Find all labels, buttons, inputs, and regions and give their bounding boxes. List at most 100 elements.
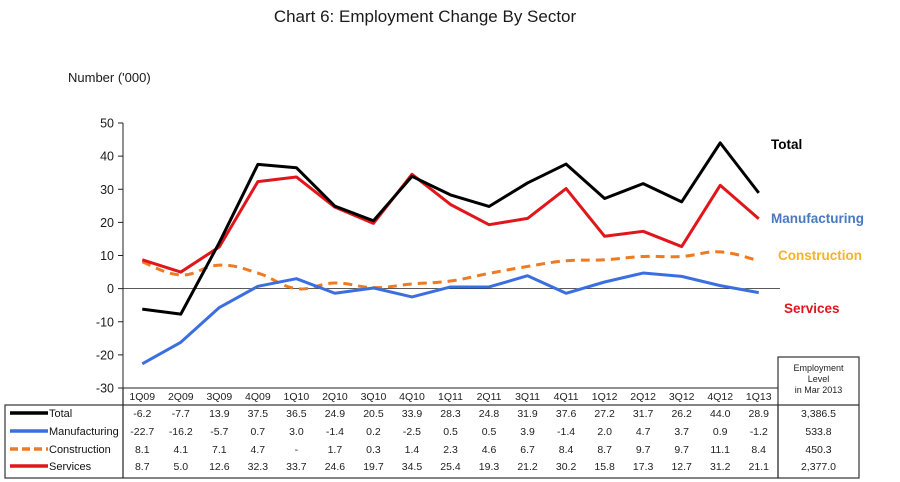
table-cell: - (295, 444, 299, 456)
table-row-label: Total (49, 408, 72, 420)
y-axis-label: Number ('000) (68, 70, 151, 85)
table-cell: 5.0 (173, 461, 188, 473)
table-cell: -5.7 (210, 426, 228, 438)
table-cell: 19.3 (479, 461, 500, 473)
x-tick-label: 3Q10 (361, 391, 387, 403)
table-cell: 24.8 (479, 408, 500, 420)
table-cell: 6.7 (520, 444, 535, 456)
table-cell: 4.1 (173, 444, 188, 456)
series-labels: Total Manufacturing Construction Services (771, 137, 864, 316)
table-row-label: Manufacturing (49, 426, 119, 438)
x-tick-label: 4Q09 (245, 391, 271, 403)
table-cell: 3.9 (520, 426, 535, 438)
table-cell: 27.2 (594, 408, 615, 420)
x-tick-label: 2Q09 (168, 391, 194, 403)
series-line-services (141, 172, 760, 274)
data-table: 1Q09 2Q09 3Q09 4Q09 1Q10 2Q10 3Q10 4Q10 1Q11 2Q11… (4, 356, 860, 479)
table-cell: 44.0 (710, 408, 731, 420)
table-cell: 24.9 (325, 408, 346, 420)
table-cell: 8.7 (135, 461, 150, 473)
y-tick-label: 40 (100, 150, 114, 164)
table-cell: 9.7 (674, 444, 689, 456)
x-tick-label: 1Q11 (438, 391, 463, 403)
x-tick-label: 4Q12 (707, 391, 733, 403)
table-cell: 0.2 (366, 426, 381, 438)
table-cell: 15.8 (594, 461, 615, 473)
table-cell: 1.4 (405, 444, 420, 456)
table-cell: 8.1 (135, 444, 150, 456)
series-label-total: Total (771, 137, 802, 152)
table-cell: 37.5 (248, 408, 269, 420)
series-line-construction (141, 250, 760, 291)
table-cell: -7.7 (172, 408, 190, 420)
table-cell: 12.6 (209, 461, 230, 473)
x-tick-label: 2Q11 (477, 391, 502, 403)
employment-level-header: Employment (793, 363, 844, 373)
x-tick-label: 4Q10 (399, 391, 425, 403)
table-cell: 8.4 (751, 444, 766, 456)
table-cell: 0.5 (482, 426, 497, 438)
employment-level-value: 2,377.0 (801, 461, 836, 473)
employment-level-box (777, 356, 860, 479)
table-cell: 2.3 (443, 444, 458, 456)
series-lines (141, 141, 760, 366)
table-cell: 8.7 (597, 444, 612, 456)
y-tick-label: 30 (100, 183, 114, 197)
table-cell: 37.6 (556, 408, 577, 420)
y-tick-label: -10 (96, 315, 114, 329)
table-cell: 4.7 (251, 444, 266, 456)
employment-level-header: Level (808, 374, 830, 384)
y-tick-label: 20 (100, 216, 114, 230)
table-cell: 13.9 (209, 408, 230, 420)
y-tick-label: -30 (96, 382, 114, 396)
table-cell: 0.9 (713, 426, 728, 438)
x-tick-label: 2Q12 (630, 391, 656, 403)
table-cell: 0.5 (443, 426, 458, 438)
series-label-services: Services (784, 301, 840, 316)
table-cell: 3.0 (289, 426, 304, 438)
table-cell: -1.4 (326, 426, 344, 438)
x-tick-label: 1Q12 (592, 391, 618, 403)
table-cell: 2.0 (597, 426, 612, 438)
x-tick-label: 3Q09 (206, 391, 232, 403)
table-cell: 26.2 (671, 408, 692, 420)
table-row-label: Construction (49, 444, 111, 456)
series-line-total (142, 141, 760, 316)
table-cell: 11.1 (710, 444, 730, 456)
table-cell: 24.6 (325, 461, 346, 473)
table-cell: 30.2 (556, 461, 577, 473)
table-cell: 9.7 (636, 444, 651, 456)
table-cell: 33.9 (402, 408, 423, 420)
table-cell: 21.2 (517, 461, 538, 473)
y-tick-label: 10 (100, 249, 114, 263)
table-cell: 28.3 (440, 408, 461, 420)
employment-level-header: in Mar 2013 (795, 385, 843, 395)
table-cell: -1.4 (557, 426, 575, 438)
table-cell: 17.3 (633, 461, 654, 473)
table-cell: 8.4 (559, 444, 574, 456)
table-cell: 0.3 (366, 444, 381, 456)
x-tick-label: 3Q12 (669, 391, 695, 403)
table-cell: -16.2 (169, 426, 193, 438)
y-tick-label: 0 (107, 282, 114, 296)
table-cell: 20.5 (363, 408, 384, 420)
table-cell: 31.2 (710, 461, 731, 473)
table-cell: 7.1 (212, 444, 227, 456)
table-cell: 28.9 (749, 408, 770, 420)
x-tick-label: 1Q10 (284, 391, 310, 403)
table-cell: 3.7 (674, 426, 689, 438)
table-cell: 31.9 (517, 408, 538, 420)
employment-level-value: 450.3 (805, 444, 831, 456)
employment-level-value: 3,386.5 (801, 408, 836, 420)
table-cell: -6.2 (133, 408, 151, 420)
series-label-construction: Construction (778, 248, 862, 263)
chart-title: Chart 6: Employment Change By Sector (274, 7, 577, 26)
table-cell: 32.3 (248, 461, 269, 473)
table-row-label: Services (49, 461, 92, 473)
table-cell: 1.7 (328, 444, 343, 456)
table-cell: 21.1 (749, 461, 770, 473)
x-tick-label: 1Q09 (129, 391, 155, 403)
table-cell: 25.4 (440, 461, 461, 473)
y-tick-label: 50 (100, 117, 114, 131)
